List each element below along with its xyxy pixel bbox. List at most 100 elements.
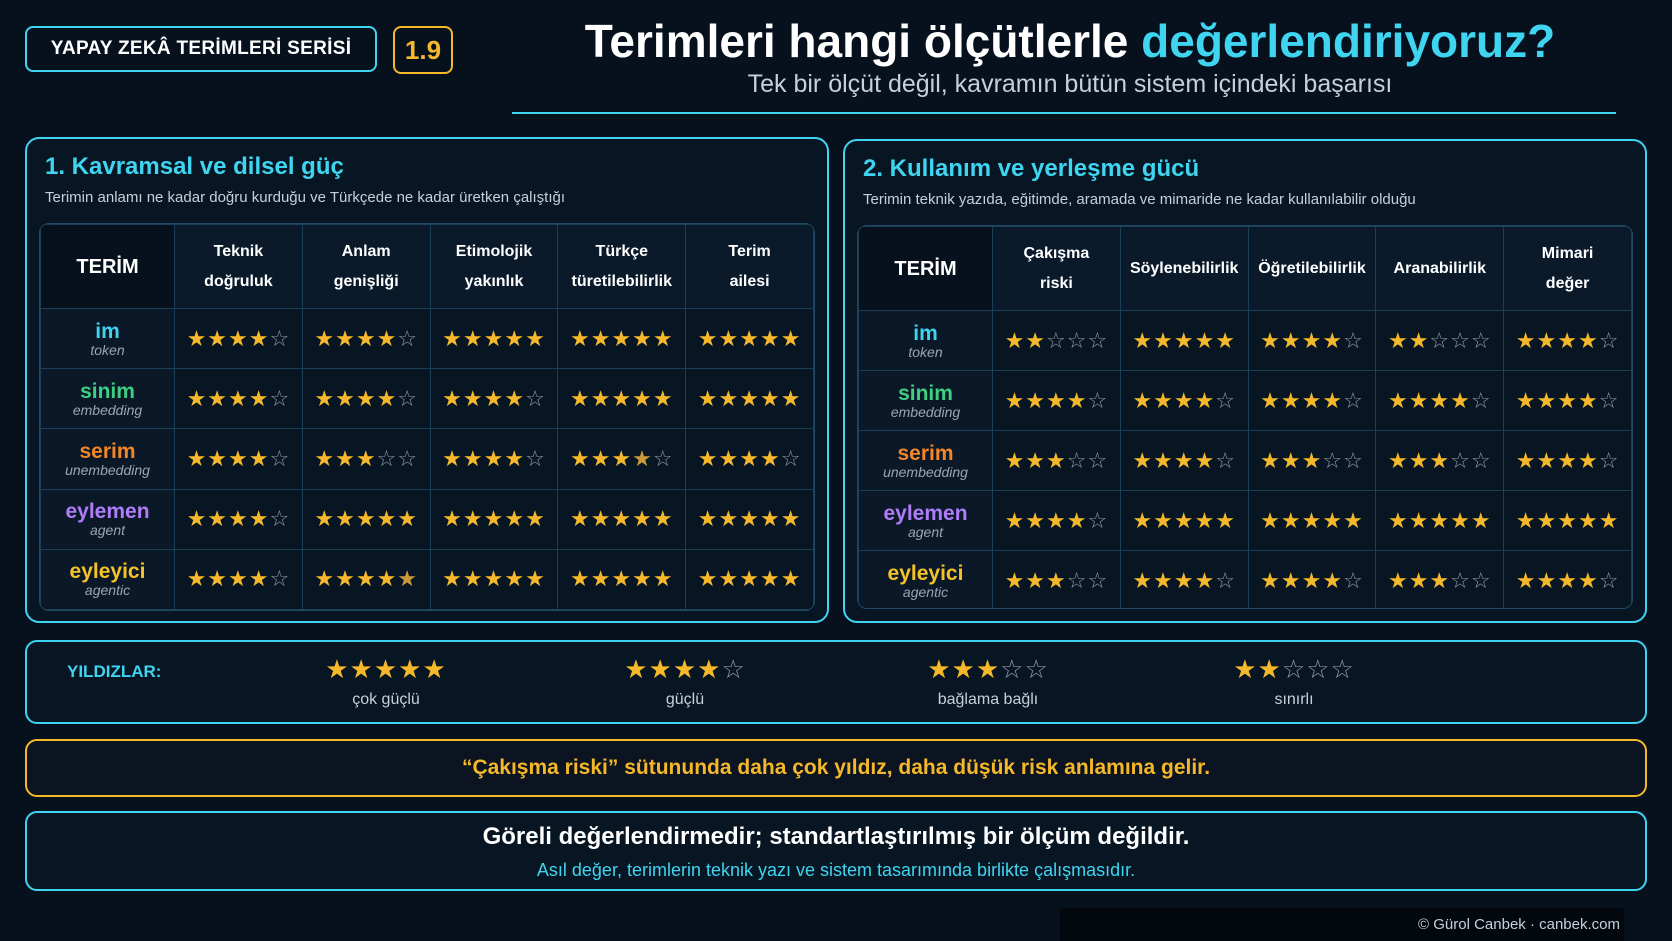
table-row: serim unembedding ★★★★☆ ★★★☆☆ ★★★★☆ ★★★★☆ ★★★★… (40, 428, 814, 490)
star-filled-icon: ★ (462, 385, 484, 411)
star-rating: ★★★★☆ (187, 566, 291, 591)
page-subtitle: Tek bir ölçüt değil, kavramın bütün sist… (747, 70, 1393, 98)
star-rating: ★★★★☆ (187, 446, 291, 471)
rating-cell: ★★★★★ (1247, 490, 1377, 551)
star-empty-icon: ☆ (1000, 654, 1025, 684)
star-rating: ★★★☆☆ (1260, 448, 1364, 473)
star-filled-icon: ★ (207, 445, 229, 471)
star-empty-icon: ☆ (1330, 654, 1355, 684)
star-filled-icon: ★ (228, 385, 249, 411)
star-empty-icon: ☆ (1598, 447, 1620, 473)
term-english: unembedding (65, 461, 150, 478)
star-empty-icon: ☆ (1066, 447, 1088, 473)
star-filled-icon: ★ (186, 506, 208, 532)
star-filled-icon: ★ (1577, 507, 1599, 533)
note-sub-text: Asıl değer, terimlerin teknik yazı ve si… (536, 860, 1136, 880)
star-filled-icon: ★ (569, 325, 591, 351)
column-header: Çakışma riski (992, 226, 1121, 311)
panel-description: Terimin teknik yazıda, eğitimde, aramada… (863, 191, 1416, 208)
column-header-line: riski (1039, 274, 1073, 292)
star-rating: ★★☆☆☆ (1388, 328, 1492, 353)
rating-cell: ★★★☆☆ (992, 430, 1121, 491)
term-name: sinim (898, 381, 953, 405)
star-filled-icon: ★ (1450, 387, 1471, 413)
term-english: unembedding (883, 463, 968, 480)
star-empty-icon: ☆ (1343, 327, 1364, 353)
rating-cell: ★★★★☆ (1503, 430, 1632, 491)
star-rating: ★★★★☆ (314, 386, 418, 411)
term-english: token (90, 341, 125, 358)
star-filled-icon: ★ (652, 566, 674, 592)
star-filled-icon: ★ (1577, 447, 1599, 473)
star-empty-icon: ☆ (269, 325, 291, 351)
star-filled-icon: ★ (569, 445, 591, 471)
star-empty-icon: ☆ (780, 445, 802, 471)
star-filled-icon: ★ (525, 325, 546, 351)
star-filled-icon: ★ (1066, 387, 1088, 413)
star-filled-icon: ★ (1260, 447, 1281, 473)
star-filled-icon: ★ (718, 566, 740, 592)
star-filled-icon: ★ (1025, 327, 1047, 353)
star-filled-icon: ★ (483, 566, 505, 592)
star-filled-icon: ★ (314, 385, 336, 411)
term-name: eyleyici (887, 561, 964, 585)
star-filled-icon: ★ (1322, 327, 1344, 353)
star-empty-icon: ☆ (1429, 327, 1451, 353)
term-english: embedding (72, 401, 143, 418)
column-header: Aranabilirlik (1375, 226, 1505, 311)
star-rating: ★★★★★ (442, 506, 546, 531)
term-english: token (908, 343, 943, 360)
rating-cell: ★★★★★ (429, 548, 559, 610)
star-filled-icon: ★ (1408, 387, 1430, 413)
star-filled-icon: ★ (207, 385, 229, 411)
star-filled-icon: ★ (1577, 567, 1599, 593)
star-filled-icon: ★ (442, 385, 463, 411)
panel-description: Terimin anlamı ne kadar doğru kurduğu ve… (45, 189, 566, 206)
star-filled-icon: ★ (1046, 387, 1067, 413)
star-empty-icon: ☆ (269, 506, 291, 532)
column-header-line: Aranabilirlik (1393, 259, 1487, 277)
star-filled-icon: ★ (1387, 567, 1409, 593)
star-filled-icon: ★ (186, 325, 208, 351)
star-filled-icon: ★ (186, 385, 208, 411)
star-filled-icon: ★ (1557, 447, 1578, 473)
star-filled-icon: ★ (569, 385, 591, 411)
star-filled-icon: ★ (483, 506, 505, 532)
column-header-line: Çakışma (1023, 244, 1090, 262)
term-name: eyleyici (69, 560, 146, 584)
rating-cell: ★★★★☆ (685, 428, 814, 490)
column-header-line: doğruluk (204, 272, 273, 290)
star-rating: ★★★★☆ (1388, 388, 1492, 413)
star-rating: ★★★★☆ (698, 446, 802, 471)
star-filled-icon: ★ (442, 506, 463, 532)
star-filled-icon: ★ (759, 385, 781, 411)
star-filled-icon: ★ (1280, 447, 1302, 473)
star-filled-icon: ★ (780, 506, 802, 532)
star-filled-icon: ★ (975, 654, 1001, 684)
star-filled-icon: ★ (697, 325, 719, 351)
star-filled-icon: ★ (1557, 507, 1578, 533)
star-filled-icon: ★ (376, 506, 398, 532)
star-rating: ★★★★☆ (1260, 388, 1364, 413)
star-filled-icon: ★ (1173, 387, 1195, 413)
rating-cell: ★★★★☆ (557, 428, 687, 490)
star-filled-icon: ★ (1066, 507, 1088, 533)
star-filled-icon: ★ (1173, 327, 1195, 353)
term-name: im (95, 319, 120, 343)
panel-conceptual-strength: 1. Kavramsal ve dilsel güç Terimin anlam… (25, 137, 829, 623)
star-filled-icon: ★ (611, 566, 633, 592)
star-half-icon: ★ (397, 566, 419, 592)
star-filled-icon: ★ (590, 385, 612, 411)
star-empty-icon: ☆ (376, 445, 398, 471)
star-filled-icon: ★ (422, 654, 447, 684)
rating-cell: ★★★★☆ (1375, 370, 1505, 431)
star-empty-icon: ☆ (1215, 387, 1237, 413)
note-main-text: Göreli değerlendirmedir; standartlaştırı… (482, 823, 1190, 850)
star-filled-icon: ★ (1387, 327, 1409, 353)
star-empty-icon: ☆ (1343, 387, 1364, 413)
star-rating: ★★★★★ (1516, 508, 1620, 533)
star-filled-icon: ★ (780, 325, 802, 351)
star-empty-icon: ☆ (1046, 327, 1067, 353)
title-divider (512, 112, 1616, 114)
term-name: eylemen (883, 501, 968, 525)
